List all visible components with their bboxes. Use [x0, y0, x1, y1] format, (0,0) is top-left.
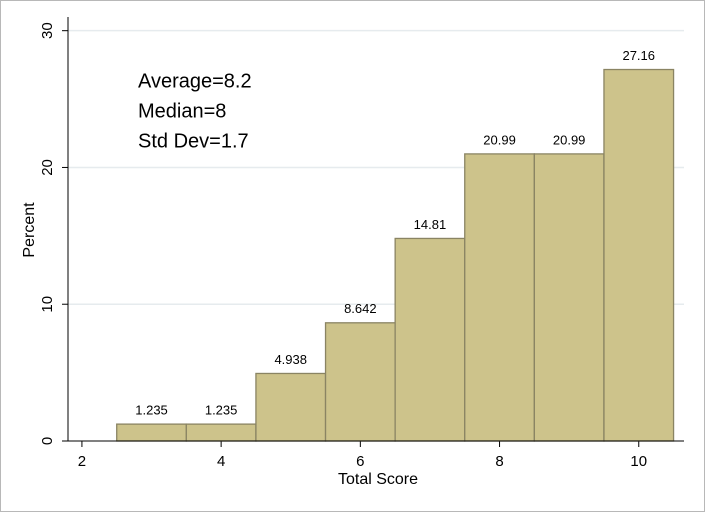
y-tick-label: 30: [39, 22, 56, 39]
bar: [394, 237, 466, 442]
x-tick-label: 4: [217, 453, 225, 470]
data-label: 8.642: [344, 301, 377, 316]
x-tick-label: 2: [78, 453, 86, 470]
bar: [116, 423, 187, 442]
data-label: 27.16: [622, 48, 655, 63]
bar: [185, 423, 257, 442]
data-label: 1.235: [135, 403, 168, 418]
data-label: 20.99: [483, 132, 516, 147]
bar: [255, 372, 327, 442]
annotation: Std Dev=1.7: [138, 130, 249, 152]
data-label: 14.81: [414, 217, 447, 232]
x-tick-label: 6: [356, 453, 364, 470]
y-tick-label: 20: [39, 159, 56, 176]
y-axis-title: Percent: [21, 202, 38, 258]
x-tick-label: 8: [495, 453, 503, 470]
annotation: Average=8.2: [138, 70, 252, 92]
annotation: Median=8: [138, 100, 226, 122]
y-tick-label: 10: [39, 296, 56, 313]
y-tick-label: 0: [39, 437, 56, 445]
data-label: 1.235: [205, 403, 238, 418]
bar: [324, 322, 396, 442]
bar: [533, 153, 605, 442]
data-label: 20.99: [553, 132, 586, 147]
bar: [464, 153, 536, 442]
x-axis-title: Total Score: [338, 471, 418, 488]
x-tick-label: 10: [630, 453, 647, 470]
data-label: 4.938: [274, 352, 307, 367]
bar: [603, 68, 675, 442]
